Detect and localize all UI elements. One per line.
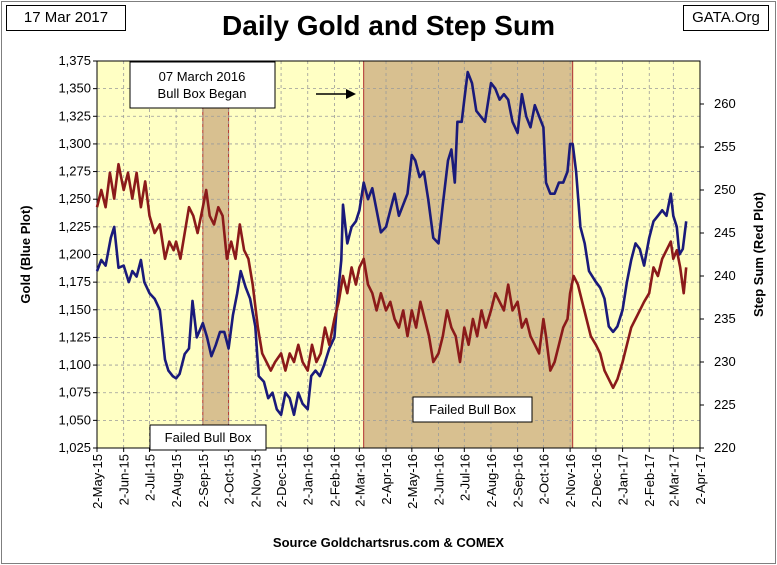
x-tick-label: 2-Apr-17 xyxy=(693,454,708,505)
y-tick-label: 1,350 xyxy=(58,81,91,96)
failed-bull-box-label-bg xyxy=(412,396,533,423)
y-tick-label: 1,075 xyxy=(58,385,91,400)
y-tick-label: 1,025 xyxy=(58,440,91,455)
x-tick-label: 2-Feb-17 xyxy=(642,454,657,507)
x-tick-label: 2-Jul-16 xyxy=(457,454,472,501)
x-tick-label: 2-Mar-16 xyxy=(352,454,367,507)
x-tick-label: 2-Nov-16 xyxy=(563,454,578,507)
annotation-box xyxy=(129,61,276,109)
y2-tick-label: 245 xyxy=(714,225,736,240)
failed-bull-box-label-bg xyxy=(149,424,267,451)
x-tick-label: 2-Jun-15 xyxy=(117,454,132,505)
y2-tick-label: 250 xyxy=(714,182,736,197)
annotation-line-1: 07 March 2016 xyxy=(159,69,246,84)
y-tick-label: 1,150 xyxy=(58,302,91,317)
x-tick-label: 2-Jan-16 xyxy=(301,454,316,505)
y-tick-label: 1,275 xyxy=(58,164,91,179)
step-sum-line xyxy=(95,162,688,390)
y-tick-label: 1,125 xyxy=(58,329,91,344)
x-tick-label: 2-Oct-16 xyxy=(536,454,551,505)
x-tick-label: 2-Aug-16 xyxy=(484,454,499,507)
source-site-label: GATA.Org xyxy=(683,5,769,31)
x-tick-label: 2-Feb-16 xyxy=(327,454,342,507)
x-tick-label: 2-Nov-15 xyxy=(248,454,263,507)
y-tick-label: 1,325 xyxy=(58,108,91,123)
x-tick-label: 2-Oct-15 xyxy=(222,454,237,505)
y2-tick-label: 260 xyxy=(714,96,736,111)
x-tick-label: 2-Sep-16 xyxy=(511,454,526,507)
x-tick-label: 2-Jun-16 xyxy=(431,454,446,505)
y2-tick-label: 220 xyxy=(714,440,736,455)
failed-bull-box-label: Failed Bull Box xyxy=(165,430,252,445)
chart-title: Daily Gold and Step Sum xyxy=(222,10,555,41)
x-tick-label: 2-Jan-17 xyxy=(616,454,631,505)
y2-axis-title: Step Sum (Red Plot) xyxy=(751,192,766,317)
y-axis-title: Gold (Blue Plot) xyxy=(18,205,33,303)
gold-line xyxy=(95,70,688,417)
x-tick-label: 2-Mar-17 xyxy=(666,454,681,507)
y2-tick-label: 230 xyxy=(714,354,736,369)
x-tick-label: 2-Aug-15 xyxy=(169,454,184,507)
y-tick-label: 1,050 xyxy=(58,412,91,427)
y2-tick-label: 235 xyxy=(714,311,736,326)
x-tick-label: 2-Jul-15 xyxy=(142,454,157,501)
y-tick-label: 1,250 xyxy=(58,191,91,206)
x-tick-label: 2-May-15 xyxy=(90,454,105,509)
x-tick-label: 2-Apr-16 xyxy=(379,454,394,505)
y-tick-label: 1,375 xyxy=(58,53,91,68)
date-label: 17 Mar 2017 xyxy=(6,5,126,31)
x-tick-label: 2-Sep-15 xyxy=(196,454,211,507)
x-tick-label: 2-Dec-16 xyxy=(589,454,604,507)
y-tick-label: 1,300 xyxy=(58,136,91,151)
annotation-arrowhead xyxy=(346,89,356,99)
y2-tick-label: 255 xyxy=(714,139,736,154)
x-tick-label: 2-Dec-15 xyxy=(274,454,289,507)
y2-tick-label: 225 xyxy=(714,397,736,412)
x-tick-label: 2-May-16 xyxy=(405,454,420,509)
y-tick-label: 1,175 xyxy=(58,274,91,289)
y-tick-label: 1,100 xyxy=(58,357,91,372)
y-tick-label: 1,225 xyxy=(58,219,91,234)
y2-tick-label: 240 xyxy=(714,268,736,283)
y-tick-label: 1,200 xyxy=(58,247,91,262)
annotation-line-2: Bull Box Began xyxy=(158,86,247,101)
failed-bull-box-label: Failed Bull Box xyxy=(429,402,516,417)
chart-source: Source Goldchartsrus.com & COMEX xyxy=(272,535,505,550)
